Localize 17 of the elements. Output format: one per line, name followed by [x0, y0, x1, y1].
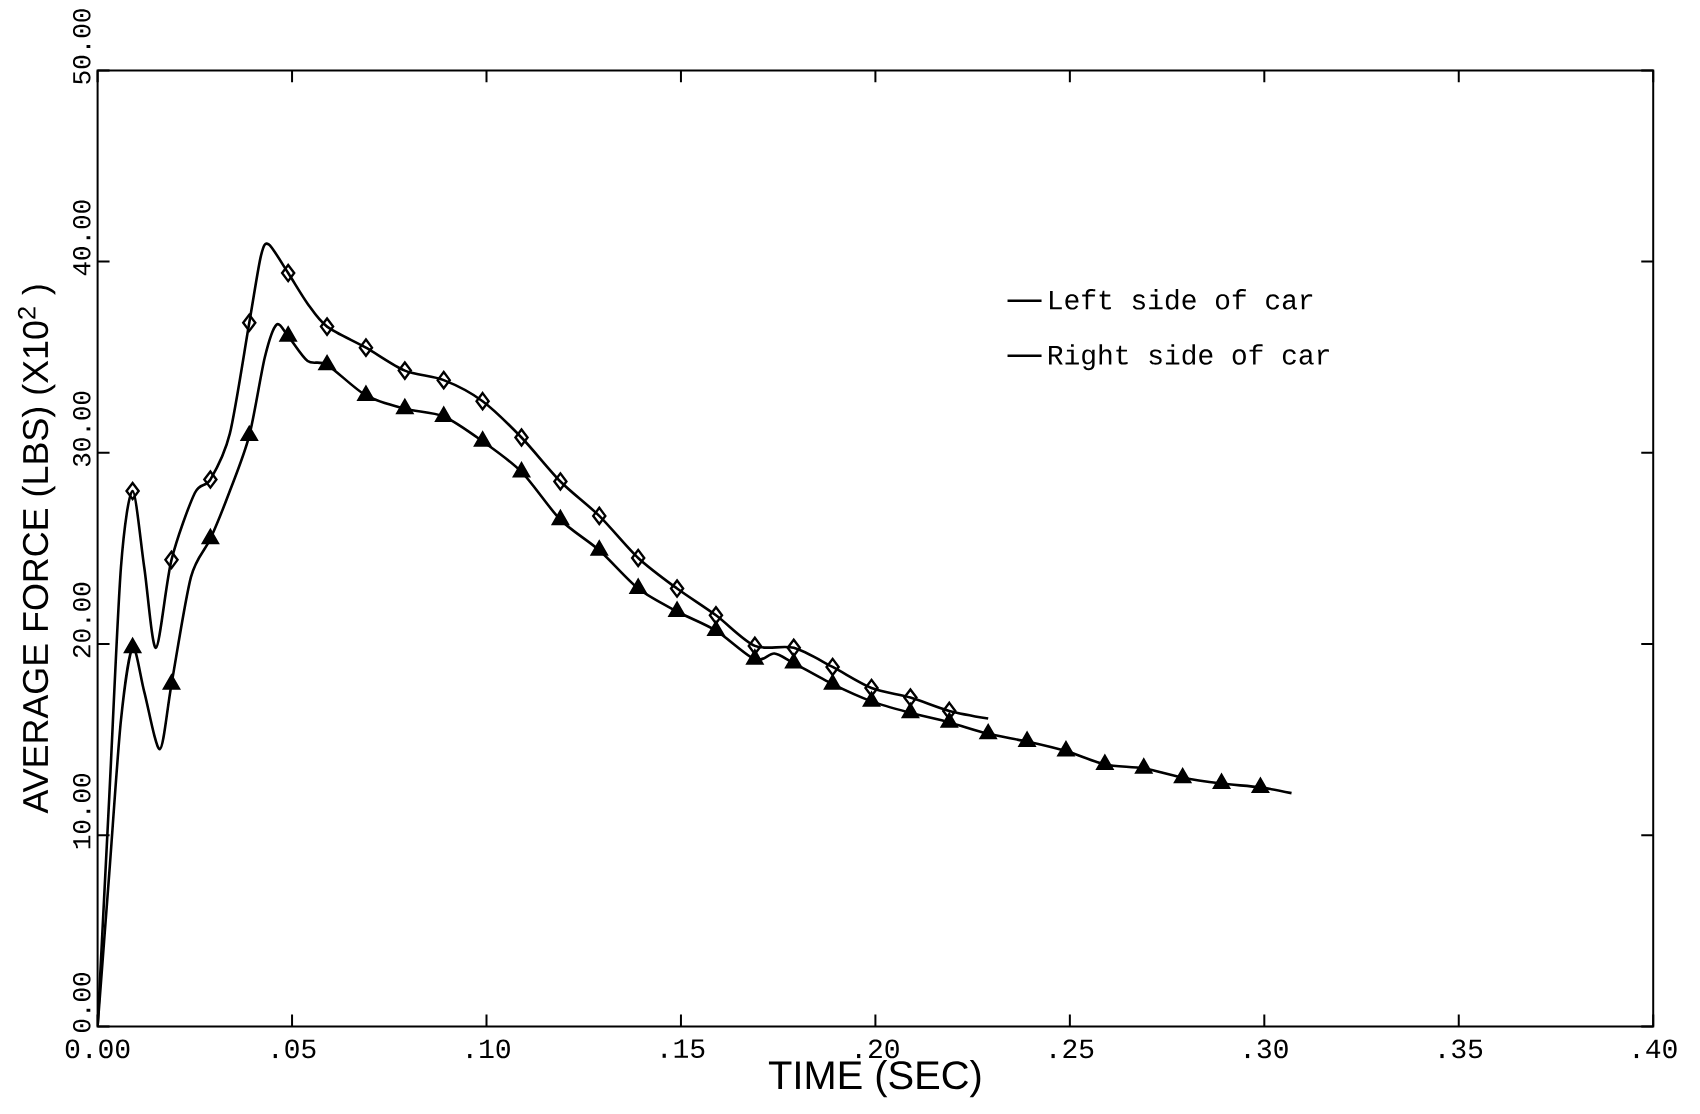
- x-tick-label: .35: [1440, 1039, 1483, 1059]
- y-tick-label: 30.00: [72, 391, 91, 467]
- x-tick-label: .40: [1634, 1039, 1677, 1059]
- x-tick-label: .05: [273, 1039, 316, 1059]
- x-tick-label: .15: [662, 1039, 705, 1059]
- x-tick-label: .30: [1245, 1039, 1288, 1059]
- x-tick-label: .10: [468, 1039, 510, 1059]
- y-tick-label: 20.00: [72, 582, 91, 658]
- x-axis-title: TIME (SEC): [768, 1060, 981, 1098]
- y-tick-label: 50.00: [72, 9, 91, 84]
- y-axis-title: AVERAGE FORCE (LBS) (X10$^{2}$ ): [17, 285, 56, 814]
- x-tick-label: .25: [1051, 1039, 1094, 1059]
- y-tick-label: 40.00: [72, 200, 91, 276]
- y-tick-label: 10.00: [72, 774, 91, 849]
- x-tick-label: .20: [857, 1039, 899, 1059]
- legend-label: Right side of car: [1049, 344, 1329, 371]
- legend-label: Left side of car: [1050, 289, 1313, 310]
